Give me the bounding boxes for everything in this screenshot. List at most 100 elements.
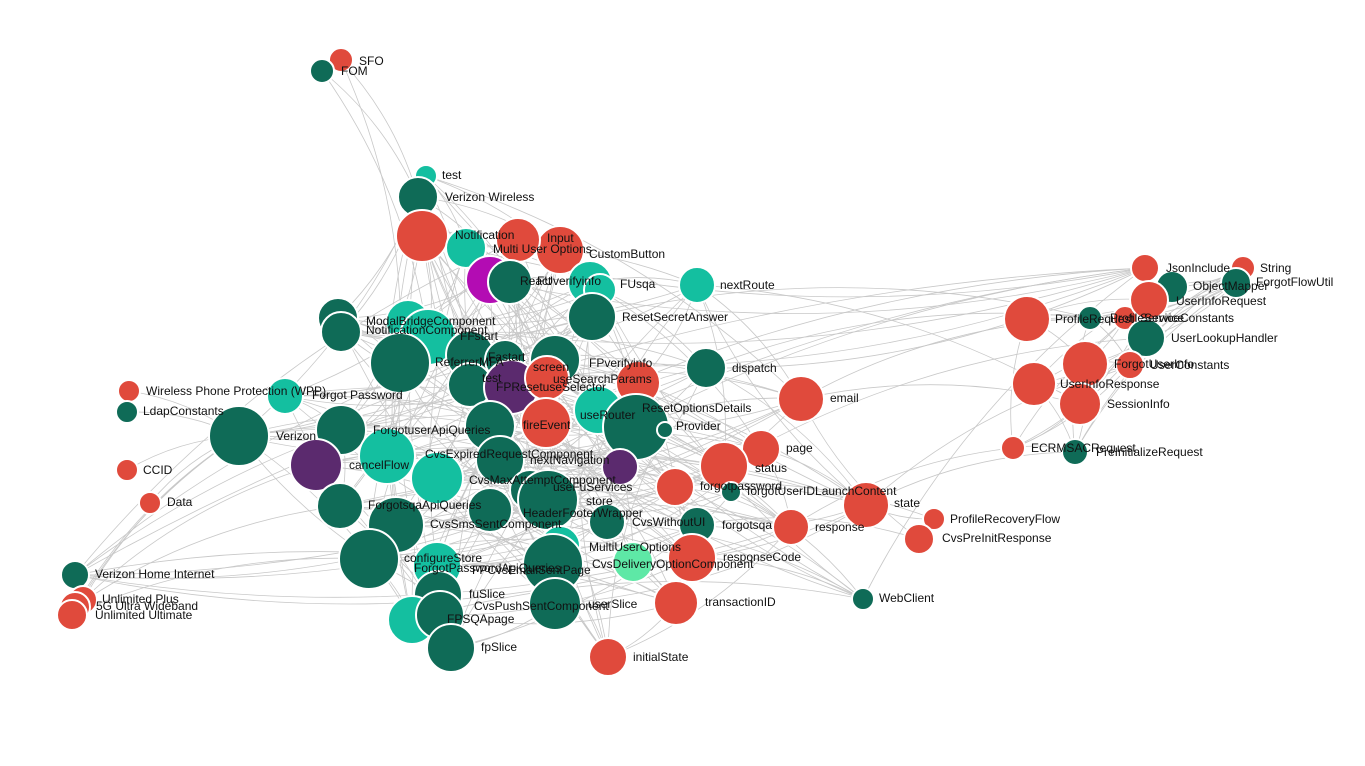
edge [74, 505, 341, 608]
edge [862, 267, 1146, 600]
node [138, 491, 162, 515]
node-label: CvsPreInitResponse [942, 531, 1052, 545]
node-label: responseCode [723, 550, 801, 564]
node-label: CvsSmsSentComponent [430, 517, 562, 531]
node [316, 482, 364, 530]
node [320, 311, 362, 353]
node [851, 587, 875, 611]
node-label: screen [533, 360, 569, 374]
node [1011, 361, 1057, 407]
edge [578, 316, 609, 658]
node [1000, 435, 1026, 461]
node-label: JsonInclude [1166, 261, 1230, 275]
node-label: configureStore [404, 551, 482, 565]
node-label: FFstart [460, 329, 499, 343]
node [358, 427, 416, 485]
node-label: FPCvsEmailSentPage [472, 563, 591, 577]
edge [705, 267, 1146, 369]
node-label: ObjectMapper [1193, 279, 1268, 293]
node-label: Verizon [276, 429, 316, 443]
node-label: Fastart [488, 350, 526, 364]
node [653, 580, 699, 626]
node [395, 209, 449, 263]
edge [425, 175, 802, 400]
node-label: React [520, 274, 552, 288]
node [772, 508, 810, 546]
node-label: Verizon Home Internet [95, 567, 215, 581]
node-label: Data [167, 495, 193, 509]
node-label: ForgotFlowUtil [1256, 275, 1333, 289]
node [445, 227, 487, 269]
node-label: userSlice [588, 597, 638, 611]
node [467, 487, 513, 533]
node [369, 332, 431, 394]
node-label: dispatch [732, 361, 777, 375]
edge [865, 451, 1076, 506]
node-label: MultiUserOptions [589, 540, 681, 554]
node-label: CvsPushSentComponent [474, 599, 609, 613]
node [612, 541, 654, 583]
node [720, 481, 742, 503]
edge [546, 371, 802, 400]
node [1077, 305, 1103, 331]
node-label: CCID [143, 463, 173, 477]
node [487, 259, 533, 305]
node-label: forgotpassword [700, 479, 782, 493]
node [309, 58, 335, 84]
node-label: useFuServices [553, 480, 632, 494]
node-label: Input [547, 231, 574, 245]
node [289, 438, 343, 492]
node [567, 292, 617, 342]
node-label: CvsExpiredRequestComponent [425, 447, 594, 461]
edge [386, 450, 676, 488]
edge [696, 517, 920, 540]
node-label: nextRoute [720, 278, 775, 292]
node [520, 397, 572, 449]
node-label: email [830, 391, 859, 405]
edge [790, 447, 1014, 528]
node-label: FUverifyinfo [537, 274, 601, 288]
edge [450, 284, 698, 649]
edge [82, 464, 317, 601]
edge [607, 526, 792, 658]
node-label: status [755, 461, 787, 475]
node-label: ServiceConstants [1140, 311, 1234, 325]
node [1003, 295, 1051, 343]
node [475, 435, 525, 485]
node-label: ProfileRequest [1055, 312, 1134, 326]
node [601, 448, 639, 486]
node [410, 451, 464, 505]
node-label: PreInitializeRequest [1096, 445, 1203, 459]
node-label: Verizon Wireless [445, 190, 534, 204]
edge [74, 435, 240, 608]
node-label: ProfileRecoveryFlow [950, 512, 1060, 526]
node-label: Unlimited Ultimate [95, 608, 193, 622]
node-label: 5G Ultra Wideband [96, 599, 198, 613]
node-label: FUsqa [620, 277, 656, 291]
node-label: ResetOptionsDetails [642, 401, 751, 415]
node-label: CustomButton [589, 247, 665, 261]
node-label: FOM [341, 64, 368, 78]
node [1126, 318, 1166, 358]
edge [238, 435, 439, 596]
node-label: page [786, 441, 813, 455]
node [777, 375, 825, 423]
node-label: transactionID [705, 595, 776, 609]
node-label: ForgotuserApiQueries [373, 423, 490, 437]
node [1112, 305, 1138, 331]
node [1058, 382, 1102, 426]
node-label: Multi User Options [493, 242, 592, 256]
node-label: WebClient [879, 591, 935, 605]
node-label: Unlimited Plus [102, 592, 179, 606]
node [922, 507, 946, 531]
node [266, 377, 304, 415]
edge [321, 70, 429, 338]
node-label: ReferrerMFA [435, 355, 504, 369]
node-label: fireEvent [523, 418, 571, 432]
edge [71, 557, 370, 616]
node-label: response [815, 520, 865, 534]
node [60, 560, 90, 590]
edge [386, 429, 762, 457]
node-label: ForgotUserInfo [1114, 357, 1194, 371]
